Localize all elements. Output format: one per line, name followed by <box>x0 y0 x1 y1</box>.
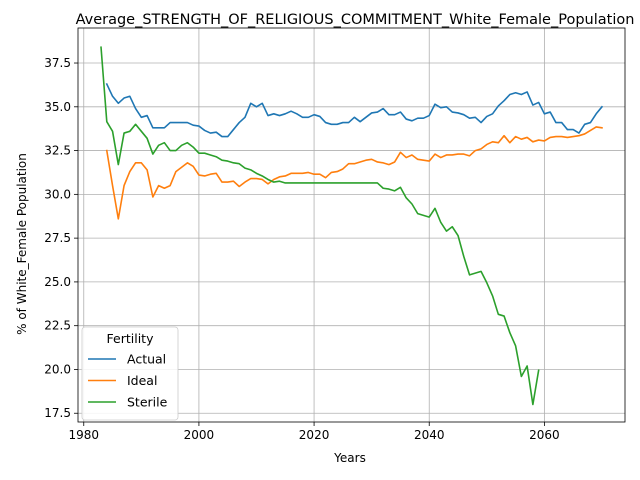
legend-title: Fertility <box>107 331 155 346</box>
series-line-sterile <box>100 46 540 406</box>
series-line-ideal <box>105 126 603 220</box>
legend: Fertility Actual Ideal Sterile <box>81 326 179 421</box>
y-tick-label: 32.5 <box>44 144 71 158</box>
y-tick-label: 20.0 <box>44 362 71 376</box>
legend-label-ideal: Ideal <box>127 373 157 388</box>
x-tick-label: 2060 <box>529 428 560 442</box>
y-tick-label: 22.5 <box>44 319 71 333</box>
y-tick-label: 27.5 <box>44 231 71 245</box>
x-tick-label: 2040 <box>414 428 445 442</box>
series-line-actual <box>105 82 604 138</box>
legend-entries: Actual Ideal Sterile <box>88 352 168 410</box>
chart-title: Average_STRENGTH_OF_RELIGIOUS_COMMITMENT… <box>76 12 635 28</box>
y-tick-label: 35.0 <box>44 100 71 114</box>
x-tick-label: 2000 <box>184 428 215 442</box>
x-tick-label: 2020 <box>299 428 330 442</box>
y-tick-label: 17.5 <box>44 406 71 420</box>
y-axis-label: % of White_Female Population <box>15 153 29 335</box>
y-tick-label: 37.5 <box>44 56 71 70</box>
y-tick-label: 30.0 <box>44 187 71 201</box>
legend-label-sterile: Sterile <box>127 395 168 410</box>
legend-box <box>81 326 179 421</box>
plot-area <box>100 46 604 406</box>
y-axis-ticks: 17.5 20.0 22.5 25.0 27.5 30.0 32.5 35.0 37.5 <box>44 56 78 420</box>
y-tick-label: 25.0 <box>44 275 71 289</box>
x-tick-label: 1980 <box>68 428 99 442</box>
legend-label-actual: Actual <box>127 352 166 367</box>
x-axis-ticks: 1980 2000 2020 2040 2060 <box>68 422 560 442</box>
plot-frame <box>77 27 626 423</box>
x-axis-label: Years <box>333 451 366 465</box>
